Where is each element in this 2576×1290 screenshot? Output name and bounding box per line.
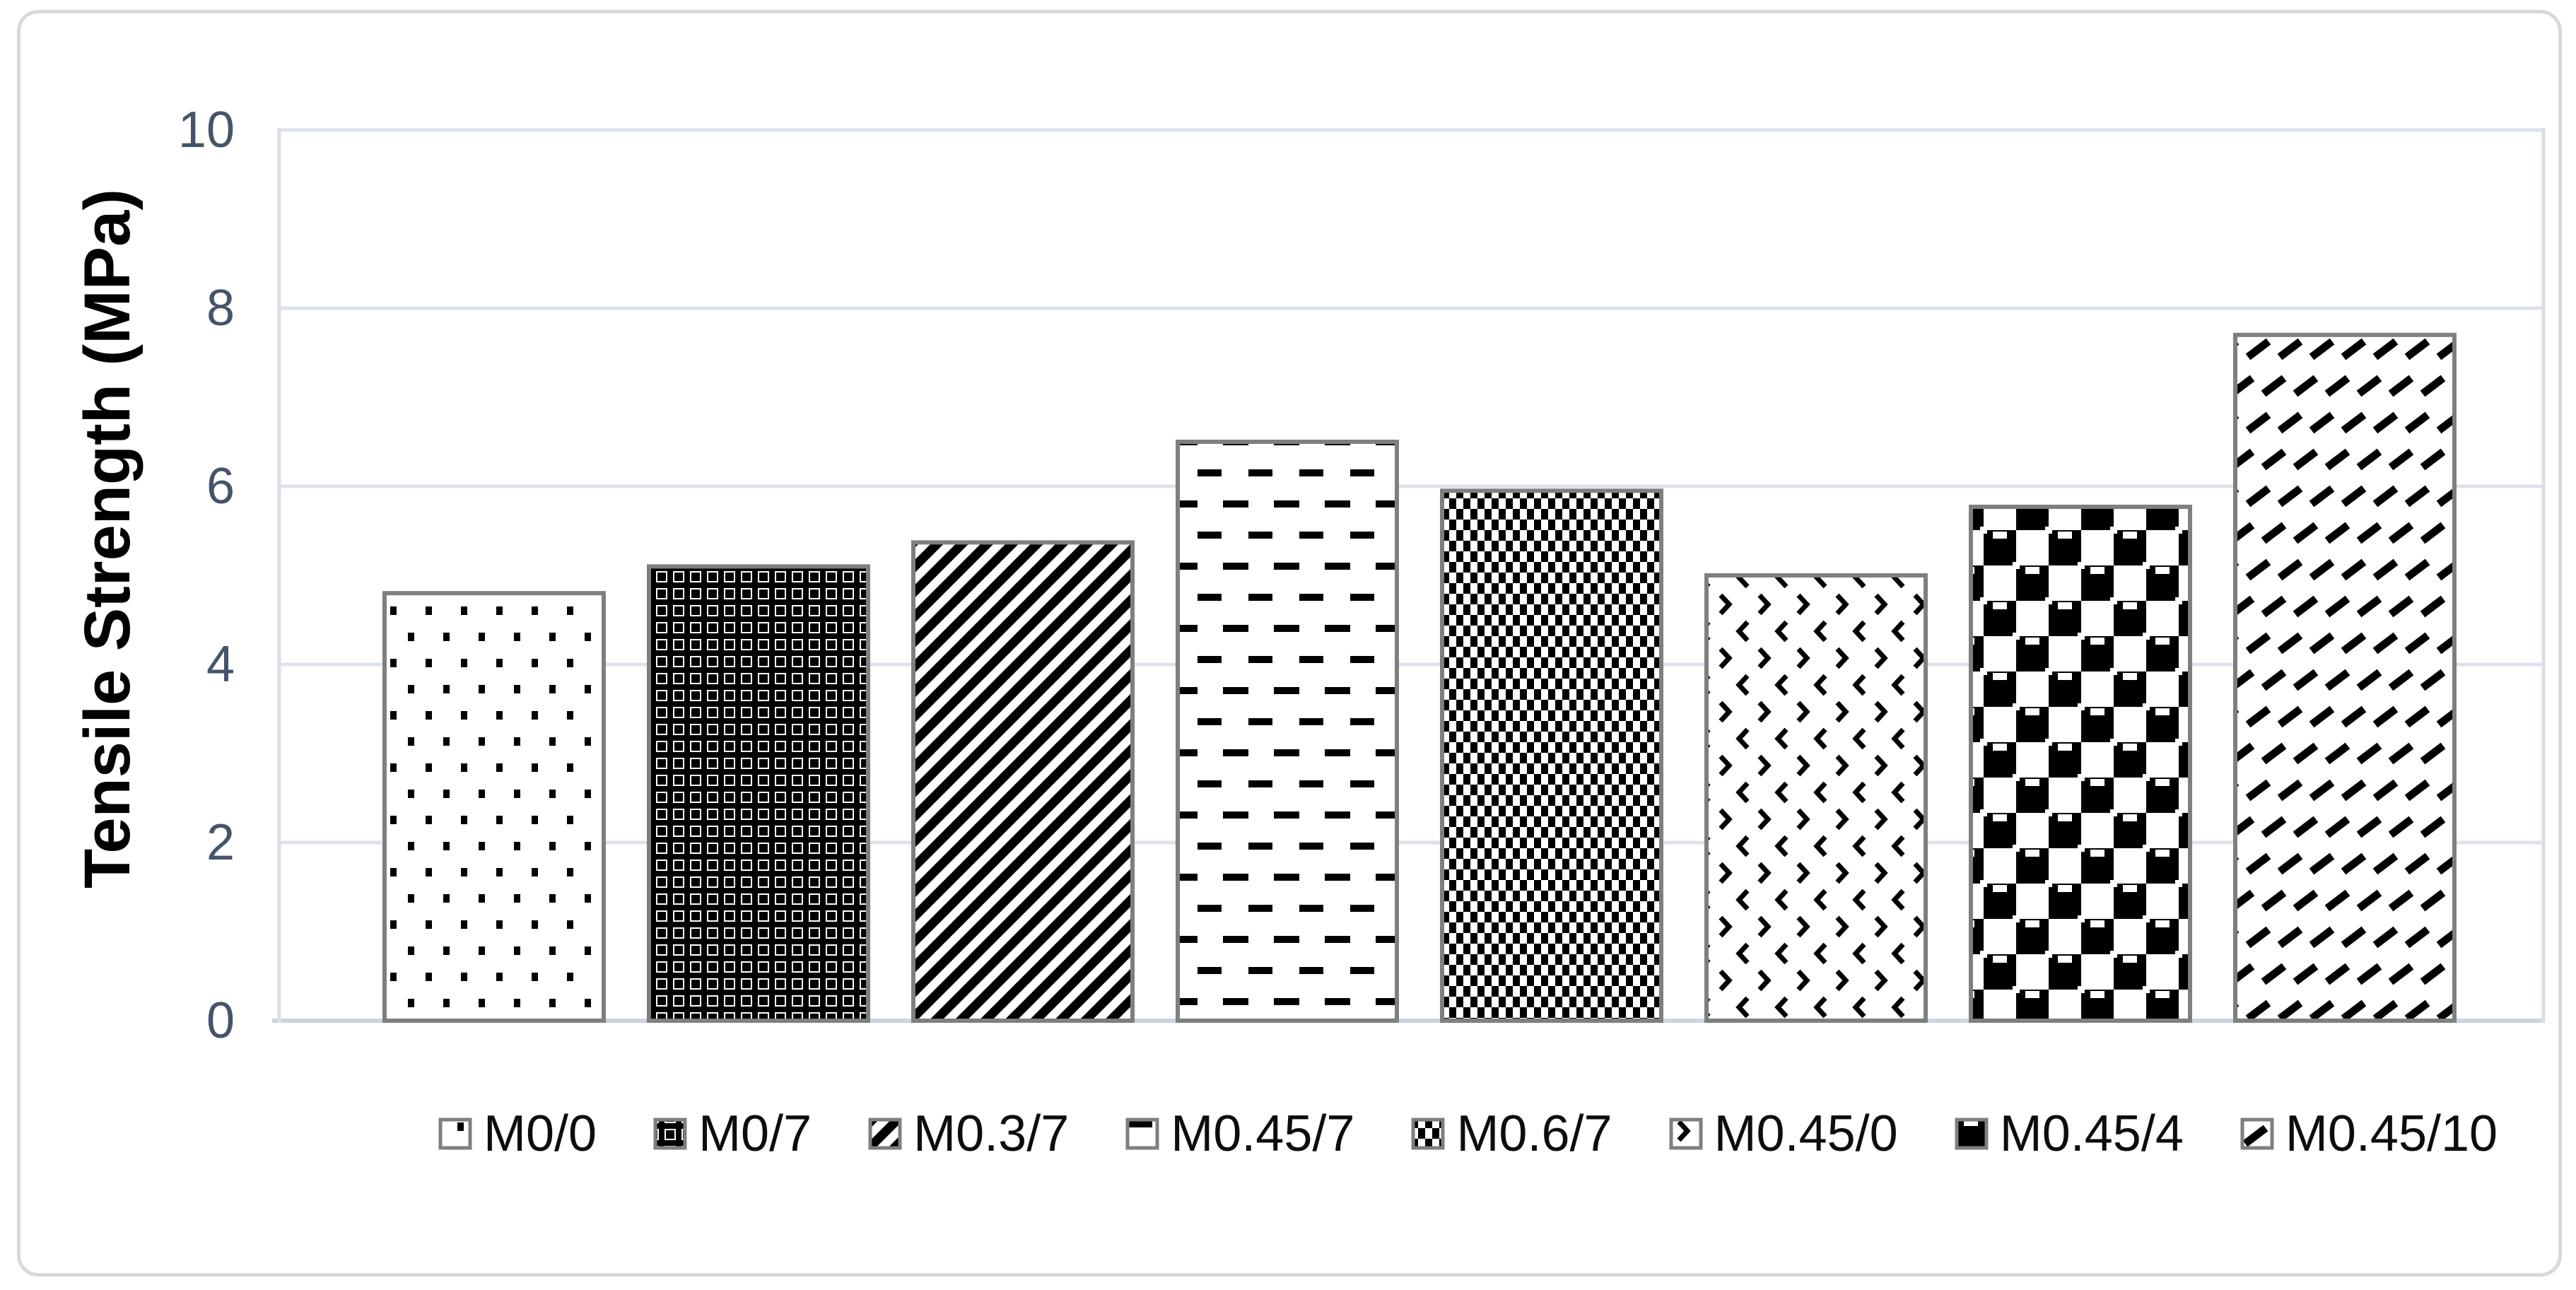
legend-swatch-cross-weave-icon bbox=[653, 1118, 687, 1150]
legend-item: M0.3/7 bbox=[868, 1105, 1069, 1163]
legend: M0/0 M0/7 M0.3/7 M0.45/7 M0.6/7 M0.45/0 M0.45/… bbox=[438, 1100, 2576, 1168]
gridlines bbox=[279, 128, 2543, 845]
y-axis-title: Tensile Strength (MPa) bbox=[71, 189, 144, 889]
legend-label: M0.6/7 bbox=[1456, 1106, 1612, 1162]
bar-M0.45/7 bbox=[1176, 440, 1399, 1023]
bar-M0.6/7 bbox=[1440, 488, 1663, 1023]
bar-M0.3/7 bbox=[911, 540, 1135, 1023]
legend-swatch-checker-small-icon bbox=[1411, 1118, 1445, 1150]
bar-M0.45/4 bbox=[1969, 504, 2192, 1023]
legend-item: M0.6/7 bbox=[1411, 1105, 1612, 1163]
bar-M0/0 bbox=[382, 591, 606, 1023]
chart-outer-border bbox=[17, 10, 2562, 1277]
legend-label: M0.45/0 bbox=[1714, 1106, 1898, 1162]
y-tick-label: 8 bbox=[206, 280, 235, 336]
legend-swatch-diagonal-dashes-up-icon bbox=[2240, 1118, 2274, 1150]
legend-label: M0.45/10 bbox=[2285, 1106, 2498, 1162]
legend-swatch-dots-icon bbox=[438, 1118, 472, 1150]
legend-item: M0.45/4 bbox=[1955, 1105, 2184, 1163]
y-tick-label: 10 bbox=[177, 102, 235, 158]
y-tick-label: 6 bbox=[206, 458, 235, 515]
legend-label: M0/7 bbox=[698, 1106, 812, 1162]
y-tick-label: 0 bbox=[206, 992, 235, 1049]
y-tick-label: 4 bbox=[206, 636, 235, 693]
bar-M0/7 bbox=[647, 564, 870, 1023]
legend-label: M0.3/7 bbox=[913, 1106, 1070, 1162]
bar-series bbox=[382, 332, 2457, 1023]
legend-label: M0/0 bbox=[484, 1106, 597, 1162]
legend-label: M0.45/4 bbox=[1999, 1106, 2184, 1162]
y-tick-label: 2 bbox=[206, 814, 235, 871]
legend-item: M0/0 bbox=[438, 1105, 597, 1163]
legend-swatch-checker-large-dotted-icon bbox=[1955, 1118, 1989, 1150]
legend-swatch-horizontal-dashes-icon bbox=[1125, 1118, 1159, 1150]
legend-item: M0.45/0 bbox=[1669, 1105, 1898, 1163]
bar-M0.45/10 bbox=[2233, 332, 2457, 1023]
legend-swatch-diagonal-stripes-down-icon bbox=[868, 1118, 902, 1150]
legend-swatch-chevrons-icon bbox=[1669, 1118, 1703, 1150]
legend-item: M0/7 bbox=[653, 1105, 812, 1163]
axis-lines bbox=[272, 128, 2546, 1023]
legend-item: M0.45/10 bbox=[2240, 1105, 2498, 1163]
legend-item: M0.45/7 bbox=[1125, 1105, 1354, 1163]
legend-label: M0.45/7 bbox=[1171, 1106, 1355, 1162]
bar-M0.45/0 bbox=[1704, 573, 1928, 1023]
